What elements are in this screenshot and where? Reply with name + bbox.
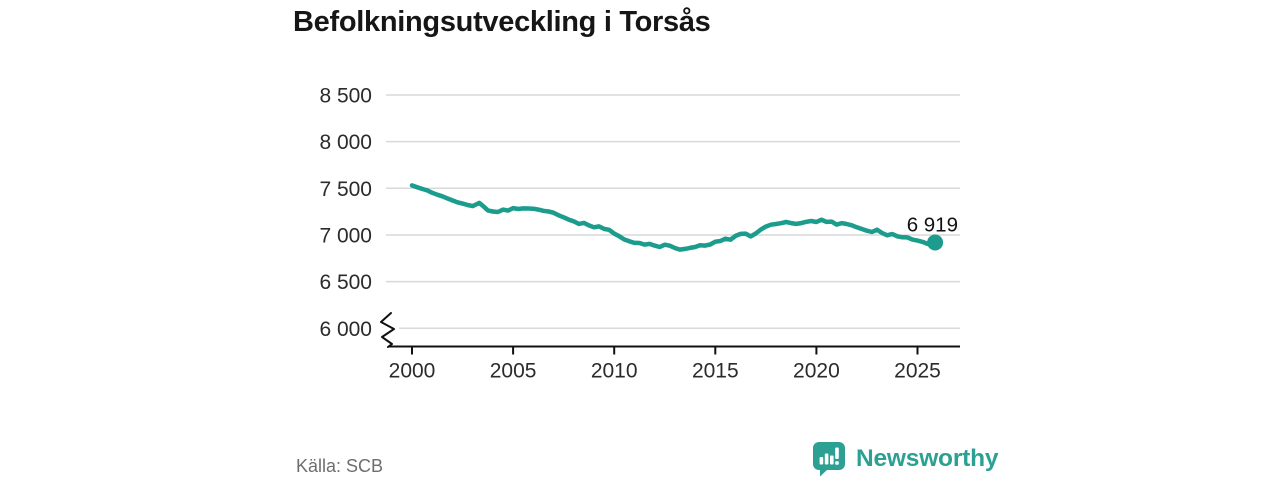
- y-tick-label: 6 500: [319, 271, 372, 294]
- newsworthy-logo: Newsworthy: [811, 440, 999, 477]
- x-tick-label: 2015: [692, 360, 739, 383]
- newsworthy-logo-icon: [813, 442, 845, 477]
- x-tick-label: 2020: [793, 360, 840, 383]
- source-label: Källa: SCB: [296, 456, 384, 476]
- y-tick-label: 6 000: [319, 318, 372, 341]
- newsworthy-logo-text: Newsworthy: [856, 444, 999, 472]
- y-axis-break-icon: [380, 312, 395, 348]
- y-tick-label: 7 500: [319, 178, 372, 201]
- last-value-label: 6 919: [907, 214, 958, 237]
- x-tick-label: 2025: [894, 360, 941, 383]
- x-tick-label: 2000: [389, 360, 436, 383]
- y-tick-label: 7 000: [319, 224, 372, 247]
- chart-title: Befolkningsutveckling i Torsås: [293, 6, 711, 38]
- y-tick-label: 8 000: [319, 131, 372, 154]
- y-tick-label: 8 500: [319, 85, 372, 108]
- x-tick-label: 2005: [490, 360, 537, 383]
- population-series-line: [409, 183, 938, 252]
- x-tick-label: 2010: [591, 360, 638, 383]
- last-value-marker: [927, 234, 944, 251]
